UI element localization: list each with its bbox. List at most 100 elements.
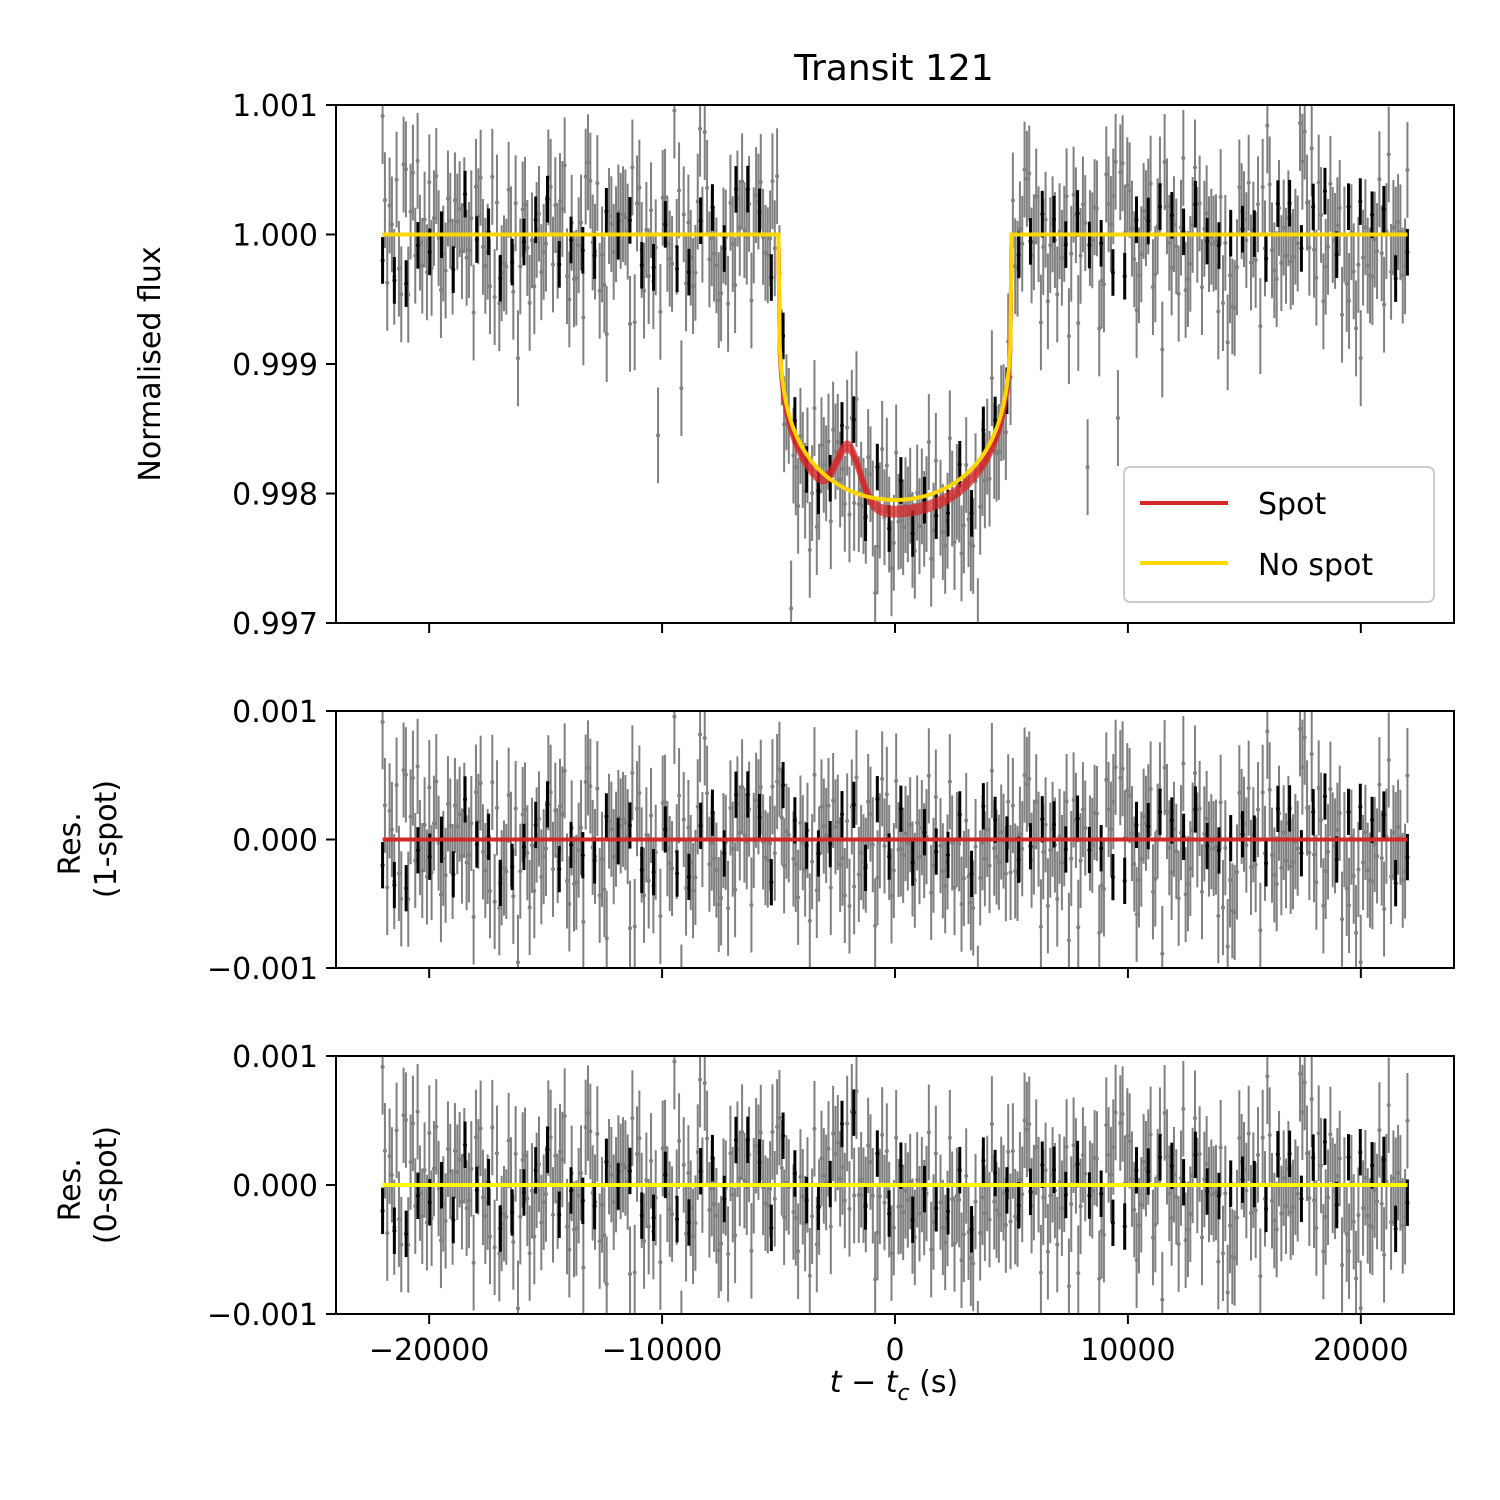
- res1-raw-point: [672, 714, 677, 719]
- res0-raw-point: [448, 1169, 453, 1174]
- main-raw-point: [947, 436, 952, 441]
- main-raw-point: [422, 217, 427, 222]
- res1-binned-point: [1016, 857, 1021, 862]
- main-raw-point: [1237, 185, 1242, 190]
- res0-raw-point: [1372, 1188, 1377, 1193]
- res1-raw-point: [950, 841, 955, 846]
- res0-raw-point: [943, 1240, 948, 1245]
- res0-raw-point: [1164, 1154, 1169, 1159]
- main-binned-point: [1169, 213, 1174, 218]
- res1-raw-point: [779, 815, 784, 820]
- res0-raw-point: [1129, 1177, 1134, 1182]
- res1-binned-point: [415, 848, 420, 853]
- main-raw-point: [691, 284, 696, 289]
- res0-raw-point: [959, 1258, 964, 1263]
- main-raw-point: [1291, 254, 1296, 259]
- main-binned-point: [946, 511, 951, 516]
- main-raw-point: [579, 220, 584, 225]
- res0-binned-point: [1393, 1226, 1398, 1231]
- res1-raw-point: [1162, 765, 1167, 770]
- res1-raw-point: [1106, 807, 1111, 812]
- res1-raw-point: [1323, 869, 1328, 874]
- res1-raw-point: [431, 821, 436, 826]
- res1-raw-point: [730, 847, 735, 852]
- main-raw-point: [1365, 263, 1370, 268]
- main-ylabel: Normalised flux: [133, 246, 168, 481]
- main-raw-point: [611, 249, 616, 254]
- res1-binned-point: [675, 871, 680, 876]
- main-binned-point: [1099, 241, 1104, 246]
- res1-raw-point: [1216, 913, 1221, 918]
- res1-binned-point: [769, 880, 774, 885]
- res0-raw-point: [1006, 1149, 1011, 1154]
- res0-raw-point: [1204, 1161, 1209, 1166]
- res1-binned-point: [828, 842, 833, 847]
- main-raw-point: [875, 544, 880, 549]
- main-raw-point: [854, 397, 859, 402]
- legend-nospot-label: No spot: [1258, 548, 1373, 583]
- main-raw-point: [1335, 223, 1340, 228]
- res0-raw-point: [740, 1130, 745, 1135]
- main-raw-point: [1323, 264, 1328, 269]
- res1-raw-point: [459, 854, 464, 859]
- main-raw-point: [604, 332, 609, 337]
- res0-raw-point: [917, 1211, 922, 1216]
- res1-raw-point: [915, 820, 920, 825]
- res0-binned-point: [686, 1220, 691, 1225]
- res1-binned-point: [1264, 861, 1269, 866]
- main-raw-point: [1066, 334, 1071, 339]
- res1-raw-point: [483, 868, 488, 873]
- res0-raw-point: [810, 1214, 815, 1219]
- main-raw-point: [473, 184, 478, 189]
- res1-binned-point: [1299, 851, 1304, 856]
- res1-raw-point: [1344, 886, 1349, 891]
- res0-raw-point: [1363, 1175, 1368, 1180]
- res0-x-tick-label: −10000: [602, 1333, 723, 1368]
- res0-raw-point: [1326, 1195, 1331, 1200]
- res1-raw-point: [1178, 830, 1183, 835]
- res0-raw-point: [894, 1135, 899, 1140]
- res0-binned-point: [1216, 1194, 1221, 1199]
- main-raw-point: [436, 236, 441, 241]
- res0-binned-point: [910, 1217, 915, 1222]
- res1-raw-point: [1202, 831, 1207, 836]
- res1-binned-point: [651, 870, 656, 875]
- res1-binned-point: [1346, 809, 1351, 814]
- main-raw-point: [1235, 265, 1240, 270]
- res0-raw-point: [422, 1168, 427, 1173]
- res1-raw-point: [856, 872, 861, 877]
- main-raw-point: [1232, 305, 1237, 310]
- main-raw-point: [1400, 273, 1405, 278]
- res0-raw-point: [611, 1200, 616, 1205]
- res1-raw-point: [898, 846, 903, 851]
- main-raw-point: [410, 170, 415, 175]
- main-binned-point: [922, 498, 927, 503]
- res0-binned-point: [498, 1226, 503, 1231]
- main-raw-point: [466, 248, 471, 253]
- res0-binned-point: [451, 1217, 456, 1222]
- main-raw-point: [1389, 269, 1394, 274]
- main-raw-point: [543, 241, 548, 246]
- res0-raw-point: [522, 1153, 527, 1158]
- res1-binned-point: [863, 865, 868, 870]
- res0-raw-point: [420, 1214, 425, 1219]
- res0-raw-point: [807, 1273, 812, 1278]
- main-binned-point: [769, 275, 774, 280]
- main-raw-point: [1281, 225, 1286, 230]
- res1-raw-point: [749, 902, 754, 907]
- main-raw-point: [768, 236, 773, 241]
- res0-raw-point: [445, 1147, 450, 1152]
- res1-raw-point: [1375, 853, 1380, 858]
- res1-raw-point: [658, 914, 663, 919]
- main-binned-point: [851, 417, 856, 422]
- res1-binned-point: [710, 810, 715, 815]
- res0-binned-point: [380, 1208, 385, 1213]
- res0-raw-point: [728, 1151, 733, 1156]
- main-raw-point: [828, 519, 833, 524]
- res1-raw-point: [1020, 846, 1025, 851]
- main-raw-point: [880, 446, 885, 451]
- res1-raw-point: [777, 767, 782, 772]
- res0-raw-point: [1090, 1188, 1095, 1193]
- res1-raw-point: [1302, 735, 1307, 740]
- res1-binned-point: [545, 802, 550, 807]
